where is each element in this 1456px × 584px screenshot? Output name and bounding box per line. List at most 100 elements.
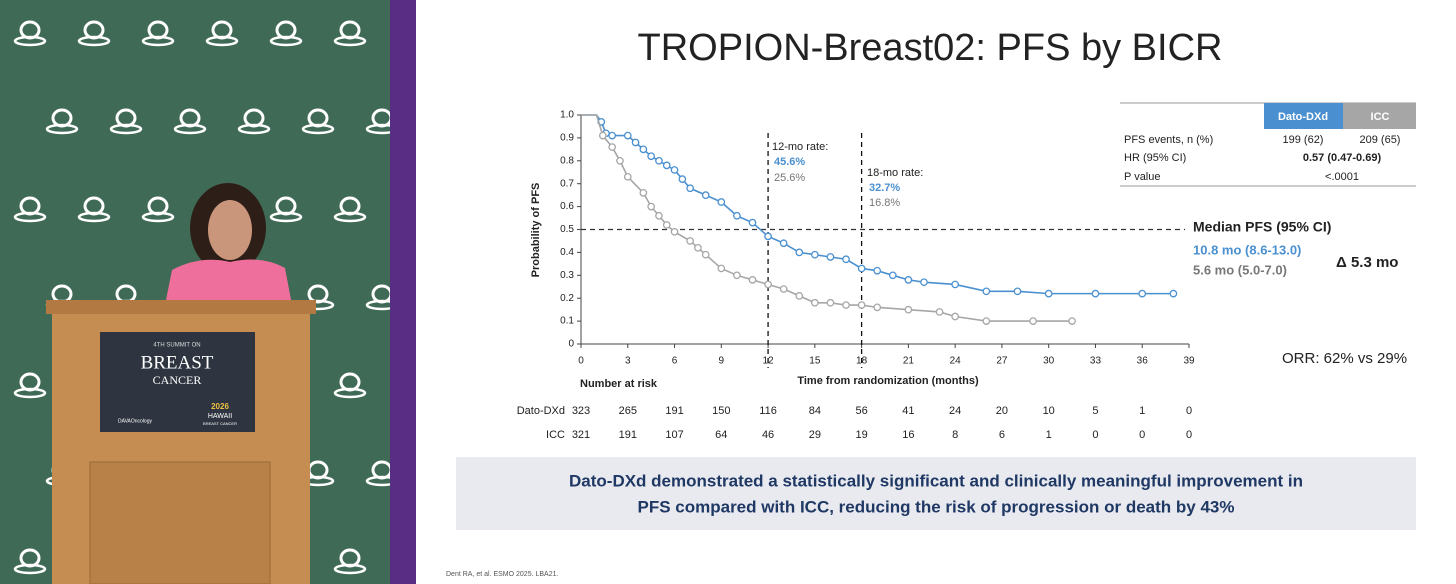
risk-title: Number at risk — [580, 378, 658, 390]
footnote: Dent RA, et al. ESMO 2025. LBA21. — [446, 571, 559, 578]
y-tick-label: 0.1 — [560, 316, 574, 327]
summary: PFS compared with ICC, reducing the risk… — [637, 497, 1234, 516]
censor-mark — [779, 239, 788, 248]
censor-mark — [1013, 287, 1022, 296]
sign-text: BREAST — [141, 352, 214, 373]
censor-mark — [842, 255, 850, 264]
censor-mark — [810, 250, 819, 259]
podium-top — [46, 300, 316, 314]
censor-mark — [920, 278, 928, 287]
censor-mark — [1091, 289, 1100, 298]
logo — [141, 35, 175, 47]
censor-mark — [670, 166, 679, 174]
slide-title: TROPION-Breast02: PFS by BICR — [638, 27, 1223, 69]
censor-mark — [764, 232, 772, 241]
censor-mark — [1169, 289, 1178, 298]
annotation: 5.6 mo (5.0-7.0) — [1193, 262, 1287, 277]
x-tick-label: 15 — [809, 356, 821, 367]
censor-mark — [826, 253, 835, 261]
censor-mark — [662, 161, 671, 170]
logo — [269, 211, 303, 223]
censor-mark — [888, 271, 897, 280]
risk-count: 8 — [952, 429, 958, 441]
summary-box — [456, 457, 1416, 530]
x-tick-label: 6 — [672, 356, 678, 367]
logo — [13, 563, 47, 575]
censor-mark — [717, 198, 726, 206]
y-tick-label: 0.8 — [560, 155, 574, 166]
risk-count: 10 — [1043, 405, 1055, 417]
logo — [237, 123, 271, 135]
summary: Dato-DXd demonstrated a statistically si… — [569, 471, 1303, 490]
sign-text: 2026 — [211, 402, 229, 411]
censor-mark — [598, 131, 607, 140]
censor-mark — [857, 301, 866, 309]
censor-mark — [733, 271, 741, 280]
censor-mark — [826, 298, 835, 307]
censor-mark — [857, 264, 866, 273]
annotation: Median PFS (95% CI) — [1193, 219, 1331, 235]
logo — [13, 387, 47, 399]
x-tick-label: 21 — [903, 356, 915, 367]
x-tick-label: 0 — [578, 356, 584, 367]
risk-count: 1 — [1139, 405, 1145, 417]
annotation: 18-mo rate: — [867, 167, 923, 179]
censor-mark — [748, 218, 757, 227]
censor-mark — [623, 172, 632, 181]
podium-panel — [89, 461, 271, 584]
risk-count: 191 — [665, 405, 683, 417]
logo — [333, 563, 367, 575]
sign-text: 4TH SUMMIT ON — [153, 343, 200, 349]
logo — [77, 211, 111, 223]
y-tick-label: 0.3 — [560, 270, 574, 281]
risk-count: 321 — [572, 429, 590, 441]
sign-text: CANCER — [153, 373, 202, 387]
censor-mark — [631, 138, 640, 147]
censor-mark — [873, 266, 882, 275]
table-header — [1264, 103, 1343, 129]
x-tick-label: 36 — [1137, 356, 1149, 367]
censor-mark — [873, 303, 882, 312]
censor-mark — [904, 305, 913, 314]
logo — [301, 123, 335, 135]
sign-text: DAVAOncology — [118, 418, 152, 424]
table-cell: 199 (62) — [1283, 134, 1324, 146]
table-header — [1343, 103, 1416, 129]
logo — [109, 123, 143, 135]
table-cell: <.0001 — [1325, 171, 1359, 183]
logo — [173, 123, 207, 135]
risk-count: 150 — [712, 405, 730, 417]
censor-mark — [982, 317, 991, 325]
logo — [13, 35, 47, 47]
censor-mark — [935, 308, 944, 316]
speaker — [165, 259, 292, 305]
frame — [390, 0, 416, 584]
risk-count: 41 — [902, 405, 914, 417]
risk-count: 20 — [996, 405, 1008, 417]
x-axis-label: Time from randomization (months) — [797, 375, 979, 387]
y-tick-label: 1.0 — [560, 110, 574, 121]
censor-mark — [1044, 289, 1053, 298]
censor-mark — [904, 276, 913, 284]
table-header-text: ICC — [1371, 111, 1390, 123]
censor-mark — [686, 237, 694, 245]
censor-mark — [686, 184, 694, 193]
censor-mark — [655, 156, 663, 165]
risk-count: 0 — [1139, 429, 1145, 441]
table-header-text: Dato-DXd — [1278, 111, 1328, 123]
censor-mark — [639, 189, 648, 197]
annotation: ORR: 62% vs 29% — [1282, 350, 1407, 367]
logo — [45, 123, 79, 135]
censor-mark — [795, 248, 804, 257]
table-cell: PFS events, n (%) — [1124, 134, 1213, 146]
censor-mark — [623, 131, 632, 140]
censor-mark — [608, 143, 617, 151]
risk-count: 0 — [1186, 429, 1192, 441]
censor-mark — [733, 211, 741, 220]
risk-count: 1 — [1046, 429, 1052, 441]
plot: 00.10.20.30.40.50.60.70.80.91.00 3 6 9 12 15 1… — [517, 110, 1195, 441]
table-cell: 0.57 (0.47-0.69) — [1303, 152, 1382, 164]
y-tick-label: 0.5 — [560, 224, 574, 235]
table-cell: 209 (65) — [1360, 134, 1401, 146]
censor-mark — [662, 221, 671, 229]
